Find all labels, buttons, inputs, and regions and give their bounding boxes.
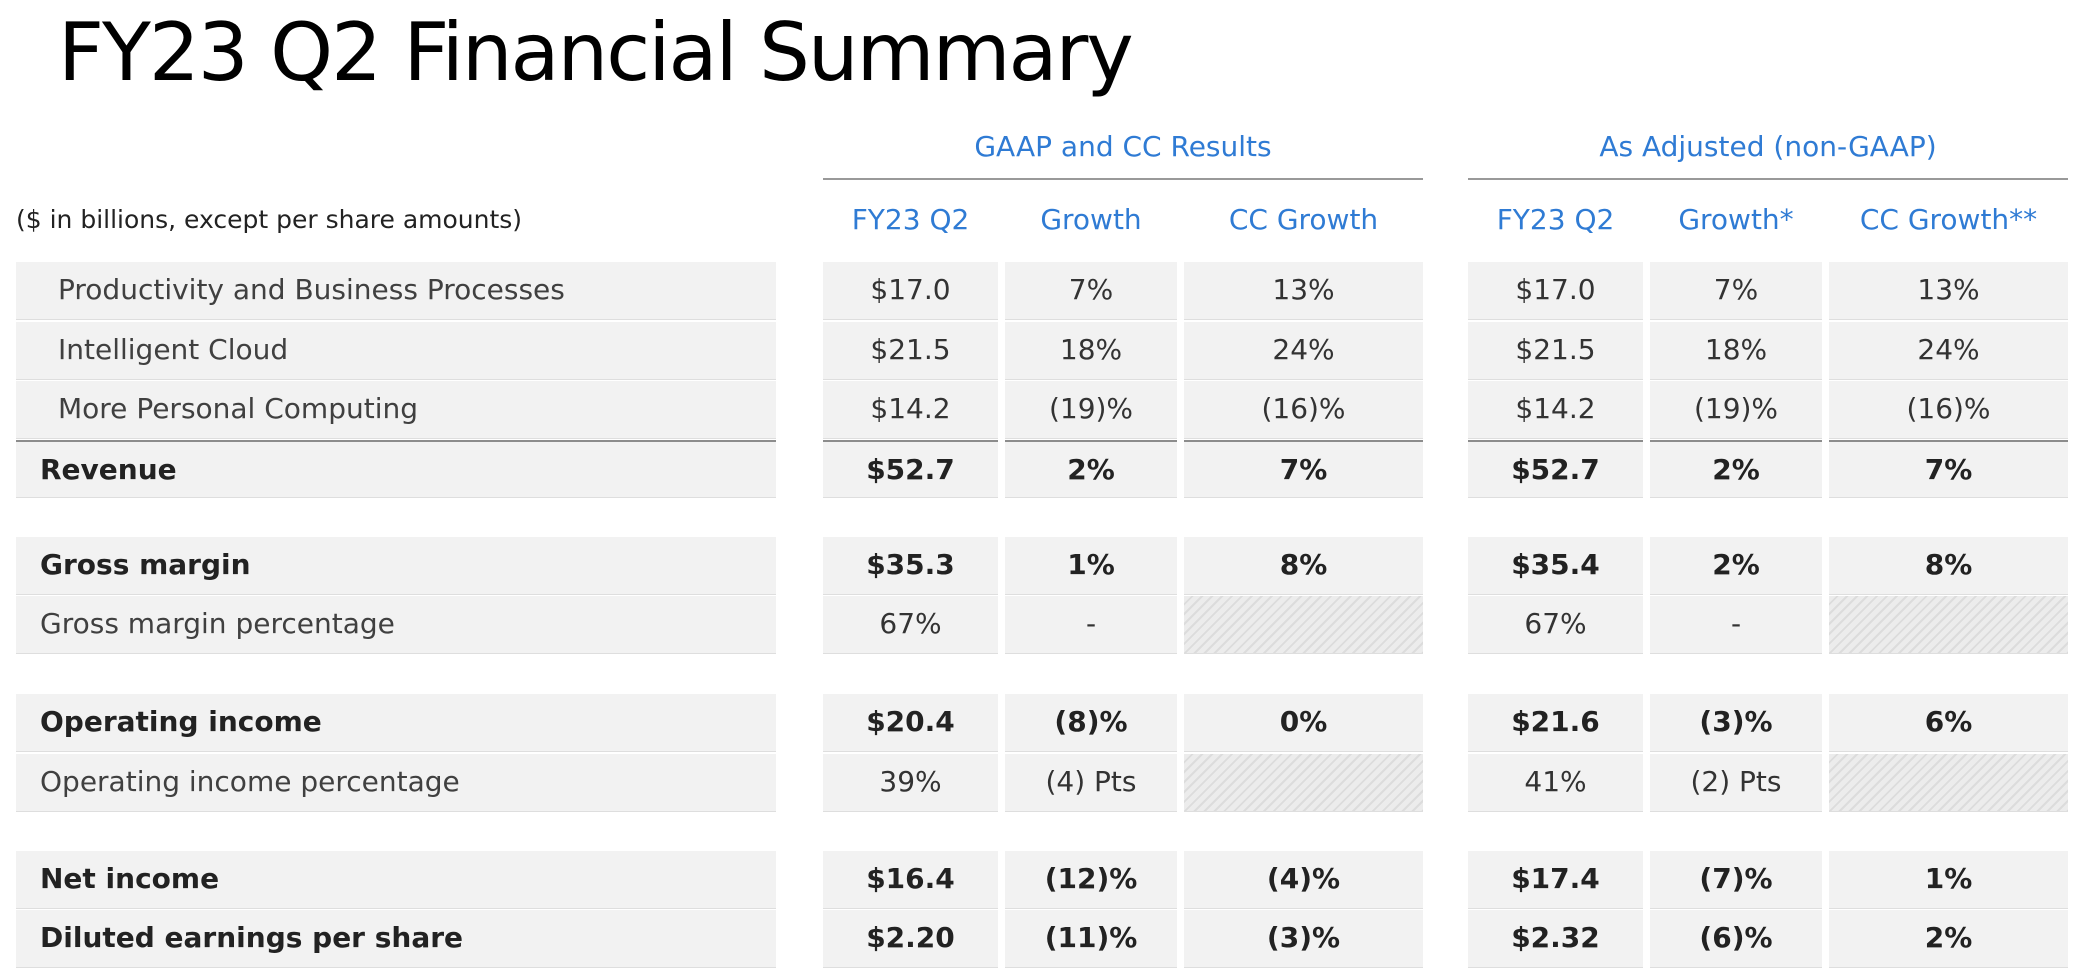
table-cell: 2% — [1650, 537, 1822, 595]
table-cell: $21.5 — [1468, 322, 1643, 380]
table-cell: $21.5 — [823, 322, 998, 380]
table-cell: - — [1650, 596, 1822, 654]
table-cell — [1184, 596, 1423, 654]
table-cell — [1184, 754, 1423, 812]
row-label: Intelligent Cloud — [16, 322, 776, 380]
column-header: FY23 Q2 — [1496, 203, 1615, 236]
table-cell: (19)% — [1005, 381, 1177, 439]
row-label: Productivity and Business Processes — [16, 262, 776, 320]
table-cell: 8% — [1184, 537, 1423, 595]
table-cell: 2% — [1005, 440, 1177, 498]
column-header: CC Growth** — [1859, 203, 2038, 236]
table-cell: 7% — [1650, 262, 1822, 320]
table-cell — [1829, 754, 2068, 812]
table-cell: 18% — [1650, 322, 1822, 380]
column-header: FY23 Q2 — [851, 203, 970, 236]
table-cell: 39% — [823, 754, 998, 812]
table-cell: 0% — [1184, 694, 1423, 752]
table-cell: (4) Pts — [1005, 754, 1177, 812]
table-cell: (4)% — [1184, 851, 1423, 909]
table-cell — [1829, 596, 2068, 654]
row-label: Operating income — [16, 694, 776, 752]
table-cell: $35.3 — [823, 537, 998, 595]
table-cell: $2.32 — [1468, 910, 1643, 968]
row-label: More Personal Computing — [16, 381, 776, 439]
table-cell: (16)% — [1184, 381, 1423, 439]
table-cell: (3)% — [1184, 910, 1423, 968]
row-label: Operating income percentage — [16, 754, 776, 812]
table-cell: $17.0 — [1468, 262, 1643, 320]
table-cell: $52.7 — [823, 440, 998, 498]
row-label: Diluted earnings per share — [16, 910, 776, 968]
table-cell: (11)% — [1005, 910, 1177, 968]
table-cell: $17.0 — [823, 262, 998, 320]
table-cell: (16)% — [1829, 381, 2068, 439]
table-cell: (12)% — [1005, 851, 1177, 909]
table-cell: 67% — [823, 596, 998, 654]
table-cell: $35.4 — [1468, 537, 1643, 595]
table-cell: $14.2 — [823, 381, 998, 439]
table-cell: 1% — [1005, 537, 1177, 595]
table-cell: - — [1005, 596, 1177, 654]
table-cell: 7% — [1005, 262, 1177, 320]
table-cell: 8% — [1829, 537, 2068, 595]
group-header-gaap: GAAP and CC Results — [823, 122, 1423, 180]
table-cell: 7% — [1184, 440, 1423, 498]
table-cell: 67% — [1468, 596, 1643, 654]
page-title: FY23 Q2 Financial Summary — [58, 6, 1134, 99]
row-label: Gross margin — [16, 537, 776, 595]
table-cell: 2% — [1829, 910, 2068, 968]
column-header: Growth* — [1678, 203, 1794, 236]
table-cell: (3)% — [1650, 694, 1822, 752]
units-note: ($ in billions, except per share amounts… — [16, 205, 523, 234]
table-cell: 24% — [1829, 322, 2068, 380]
table-cell: (2) Pts — [1650, 754, 1822, 812]
table-cell: $52.7 — [1468, 440, 1643, 498]
group-header-non-gaap: As Adjusted (non-GAAP) — [1468, 122, 2068, 180]
table-cell: (19)% — [1650, 381, 1822, 439]
table-cell: $20.4 — [823, 694, 998, 752]
table-cell: 41% — [1468, 754, 1643, 812]
table-cell: 6% — [1829, 694, 2068, 752]
table-cell: 18% — [1005, 322, 1177, 380]
table-cell: 7% — [1829, 440, 2068, 498]
table-cell: $16.4 — [823, 851, 998, 909]
table-cell: $2.20 — [823, 910, 998, 968]
table-cell: 2% — [1650, 440, 1822, 498]
row-label: Gross margin percentage — [16, 596, 776, 654]
table-cell: (6)% — [1650, 910, 1822, 968]
column-header: CC Growth — [1228, 203, 1379, 236]
table-cell: $17.4 — [1468, 851, 1643, 909]
table-cell: 13% — [1184, 262, 1423, 320]
table-cell: 24% — [1184, 322, 1423, 380]
table-cell: $14.2 — [1468, 381, 1643, 439]
row-label: Revenue — [16, 440, 776, 498]
table-cell: $21.6 — [1468, 694, 1643, 752]
column-header: Growth — [1040, 203, 1142, 236]
table-cell: (8)% — [1005, 694, 1177, 752]
table-cell: (7)% — [1650, 851, 1822, 909]
table-cell: 1% — [1829, 851, 2068, 909]
table-cell: 13% — [1829, 262, 2068, 320]
row-label: Net income — [16, 851, 776, 909]
